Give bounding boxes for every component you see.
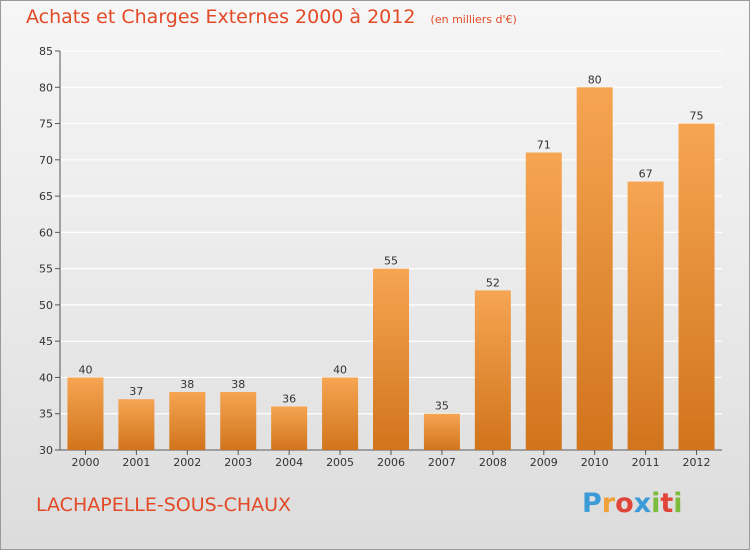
bar-2001 <box>118 399 155 450</box>
x-tick-label-2007: 2007 <box>428 456 456 469</box>
data-label-2006: 55 <box>384 255 398 268</box>
y-tick-label: 60 <box>39 226 53 239</box>
y-tick-label: 50 <box>39 299 53 312</box>
x-tick-label-2002: 2002 <box>173 456 201 469</box>
data-label-2011: 67 <box>639 168 653 181</box>
data-label-2009: 71 <box>537 139 551 152</box>
chart-subtitle: (en milliers d'€) <box>430 13 517 26</box>
bar-2007 <box>423 413 460 450</box>
bar-2005 <box>322 377 359 450</box>
bar-2012 <box>678 123 715 450</box>
y-tick-label: 80 <box>39 81 53 94</box>
logo-letter: r <box>601 488 616 519</box>
data-label-2012: 75 <box>690 110 704 123</box>
bar-2002 <box>169 391 206 450</box>
logo-letter: t <box>660 488 674 519</box>
data-label-2010: 80 <box>588 73 602 86</box>
proxiti-logo: Proxiti <box>582 488 683 519</box>
bar-2009 <box>525 152 562 450</box>
logo-letter: o <box>615 488 634 519</box>
y-tick-label: 55 <box>39 263 53 276</box>
bar-2004 <box>271 406 308 450</box>
x-tick-label-2012: 2012 <box>683 456 711 469</box>
data-label-2000: 40 <box>78 363 92 376</box>
data-label-2001: 37 <box>129 385 143 398</box>
data-label-2003: 38 <box>231 378 245 391</box>
logo-letter: P <box>582 488 602 519</box>
y-tick-label: 85 <box>39 45 53 58</box>
data-label-2005: 40 <box>333 363 347 376</box>
x-tick-label-2006: 2006 <box>377 456 405 469</box>
bar-2006 <box>373 268 409 450</box>
x-tick-label-2004: 2004 <box>275 456 303 469</box>
y-tick-label: 65 <box>39 190 53 203</box>
chart-title: Achats et Charges Externes 2000 à 2012 <box>26 6 416 28</box>
x-tick-label-2009: 2009 <box>530 456 558 469</box>
data-label-2007: 35 <box>435 400 449 413</box>
x-tick-label-2008: 2008 <box>479 456 507 469</box>
logo-letter: i <box>651 488 661 519</box>
bar-2011 <box>627 181 664 450</box>
x-tick-label-2010: 2010 <box>581 456 609 469</box>
y-tick-label: 75 <box>39 118 53 131</box>
data-label-2002: 38 <box>180 378 194 391</box>
data-label-2008: 52 <box>486 276 500 289</box>
x-tick-label-2003: 2003 <box>224 456 252 469</box>
x-tick-label-2005: 2005 <box>326 456 354 469</box>
commune-name: LACHAPELLE-SOUS-CHAUX <box>36 494 292 516</box>
y-tick-label: 45 <box>39 335 53 348</box>
title-row: Achats et Charges Externes 2000 à 2012 (… <box>26 6 517 28</box>
x-tick-label-2001: 2001 <box>122 456 150 469</box>
bar-2003 <box>220 391 257 450</box>
x-tick-label-2000: 2000 <box>71 456 99 469</box>
logo-letter: x <box>633 488 652 519</box>
logo-letter: i <box>673 488 683 519</box>
y-tick-label: 40 <box>39 371 53 384</box>
y-tick-label: 70 <box>39 154 53 167</box>
y-tick-label: 35 <box>39 408 53 421</box>
x-tick-label-2011: 2011 <box>632 456 660 469</box>
y-tick-label: 30 <box>39 444 53 457</box>
data-label-2004: 36 <box>282 392 296 405</box>
bar-2008 <box>474 290 511 450</box>
bar-2010 <box>576 87 613 450</box>
bar-2000 <box>67 377 104 450</box>
